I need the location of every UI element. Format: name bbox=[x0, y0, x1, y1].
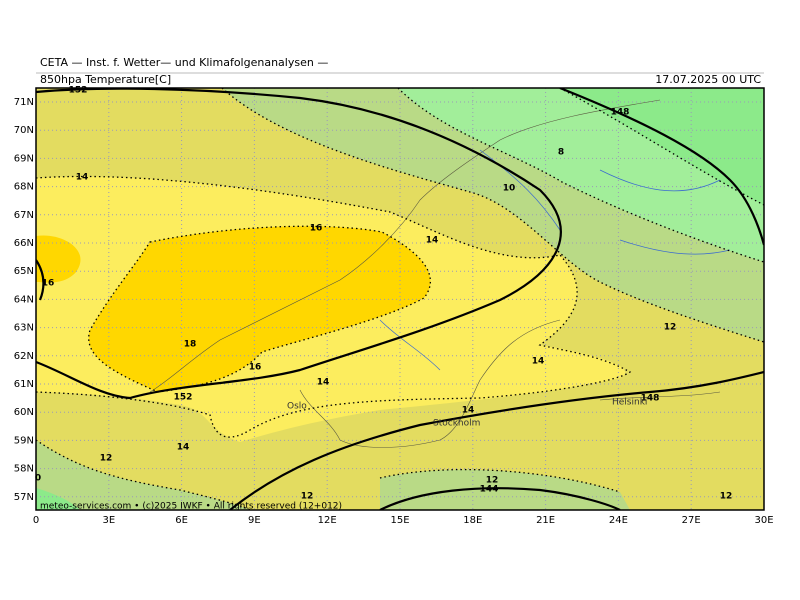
contour-label: 12 bbox=[301, 492, 314, 502]
isotherm bbox=[397, 88, 764, 263]
city-label: Oslo bbox=[287, 402, 307, 412]
lat-label: 59N bbox=[14, 435, 34, 446]
coastline bbox=[149, 99, 721, 448]
contour-label: 8 bbox=[558, 148, 564, 158]
contour-label: 10 bbox=[503, 184, 516, 194]
map-area bbox=[36, 88, 764, 510]
lon-label: 30E bbox=[754, 515, 773, 526]
contour-label: 14 bbox=[76, 173, 89, 183]
lon-label: 6E bbox=[175, 515, 188, 526]
contour-label: 12 bbox=[100, 454, 113, 464]
lat-label: 64N bbox=[14, 294, 34, 305]
lat-label: 61N bbox=[14, 379, 34, 390]
contour-label: 148 bbox=[641, 394, 660, 404]
contour-labels: 1521416141081481618161415214121414814121… bbox=[35, 86, 732, 502]
contour-label: 18 bbox=[184, 340, 197, 350]
isotherm bbox=[88, 225, 431, 393]
lon-label: 18E bbox=[463, 515, 482, 526]
lat-label: 69N bbox=[14, 153, 34, 164]
city-label: Stockholm bbox=[433, 419, 480, 429]
lat-label: 63N bbox=[14, 323, 34, 334]
header-source: CETA — Inst. f. Wetter— und Klimafolgena… bbox=[40, 56, 328, 69]
lat-label: 60N bbox=[14, 407, 34, 418]
lat-label: 71N bbox=[14, 97, 34, 108]
rivers bbox=[379, 149, 731, 371]
isotherm bbox=[221, 88, 764, 343]
geopotential-line bbox=[229, 370, 764, 510]
lon-label: 27E bbox=[682, 515, 701, 526]
contour-label: 152 bbox=[174, 393, 193, 403]
lat-label: 68N bbox=[14, 182, 34, 193]
lat-label: 57N bbox=[14, 492, 34, 503]
geopotential-line bbox=[559, 88, 764, 246]
map-frame bbox=[35, 87, 765, 511]
contour-label: 152 bbox=[69, 86, 88, 96]
geopotential-line bbox=[379, 487, 621, 510]
contour-label: 16 bbox=[42, 279, 55, 289]
contour-label: 0 bbox=[35, 474, 41, 484]
band-16-18-west bbox=[36, 235, 81, 283]
lon-label: 15E bbox=[390, 515, 409, 526]
contour-label: 16 bbox=[310, 224, 323, 234]
contour-label: 144 bbox=[480, 485, 499, 495]
lon-label: 12E bbox=[318, 515, 337, 526]
band-16-18 bbox=[88, 226, 431, 392]
contour-label: 14 bbox=[426, 236, 439, 246]
isotherm bbox=[36, 439, 621, 510]
geopotential-line bbox=[36, 259, 45, 301]
geopotential-line bbox=[36, 88, 562, 400]
contour-label: 14 bbox=[177, 443, 190, 453]
lon-label: 0 bbox=[33, 515, 39, 526]
band-10-12-south-east bbox=[380, 469, 630, 510]
city-label: Helsinki bbox=[612, 398, 647, 408]
lat-label: 65N bbox=[14, 266, 34, 277]
isotherm bbox=[36, 175, 561, 259]
isotherm bbox=[36, 254, 632, 438]
lat-label: 66N bbox=[14, 238, 34, 249]
graticule bbox=[36, 88, 764, 510]
lat-label: 70N bbox=[14, 125, 34, 136]
lon-label: 21E bbox=[536, 515, 555, 526]
lat-label: 62N bbox=[14, 351, 34, 362]
contour-label: 14 bbox=[532, 357, 545, 367]
contour-label: 12 bbox=[486, 476, 499, 486]
contour-label: 14 bbox=[317, 378, 330, 388]
band-10-12-south bbox=[36, 440, 250, 510]
header-valid: 17.07.2025 00 UTC bbox=[655, 73, 761, 86]
lon-label: 3E bbox=[102, 515, 115, 526]
header-field: 850hpa Temperature[C] bbox=[40, 73, 171, 86]
contour-label: 12 bbox=[720, 492, 733, 502]
lon-label: 9E bbox=[248, 515, 261, 526]
footer: meteo-services.com • (c)2025 IWKF • All … bbox=[40, 502, 342, 512]
contour-label: 148 bbox=[611, 108, 630, 118]
contour-label: 14 bbox=[462, 406, 475, 416]
lat-label: 67N bbox=[14, 210, 34, 221]
contour-label: 16 bbox=[249, 363, 262, 373]
contour-label: 12 bbox=[664, 323, 677, 333]
lat-label: 58N bbox=[14, 464, 34, 475]
lon-label: 24E bbox=[609, 515, 628, 526]
band-below-10-south bbox=[36, 488, 80, 510]
